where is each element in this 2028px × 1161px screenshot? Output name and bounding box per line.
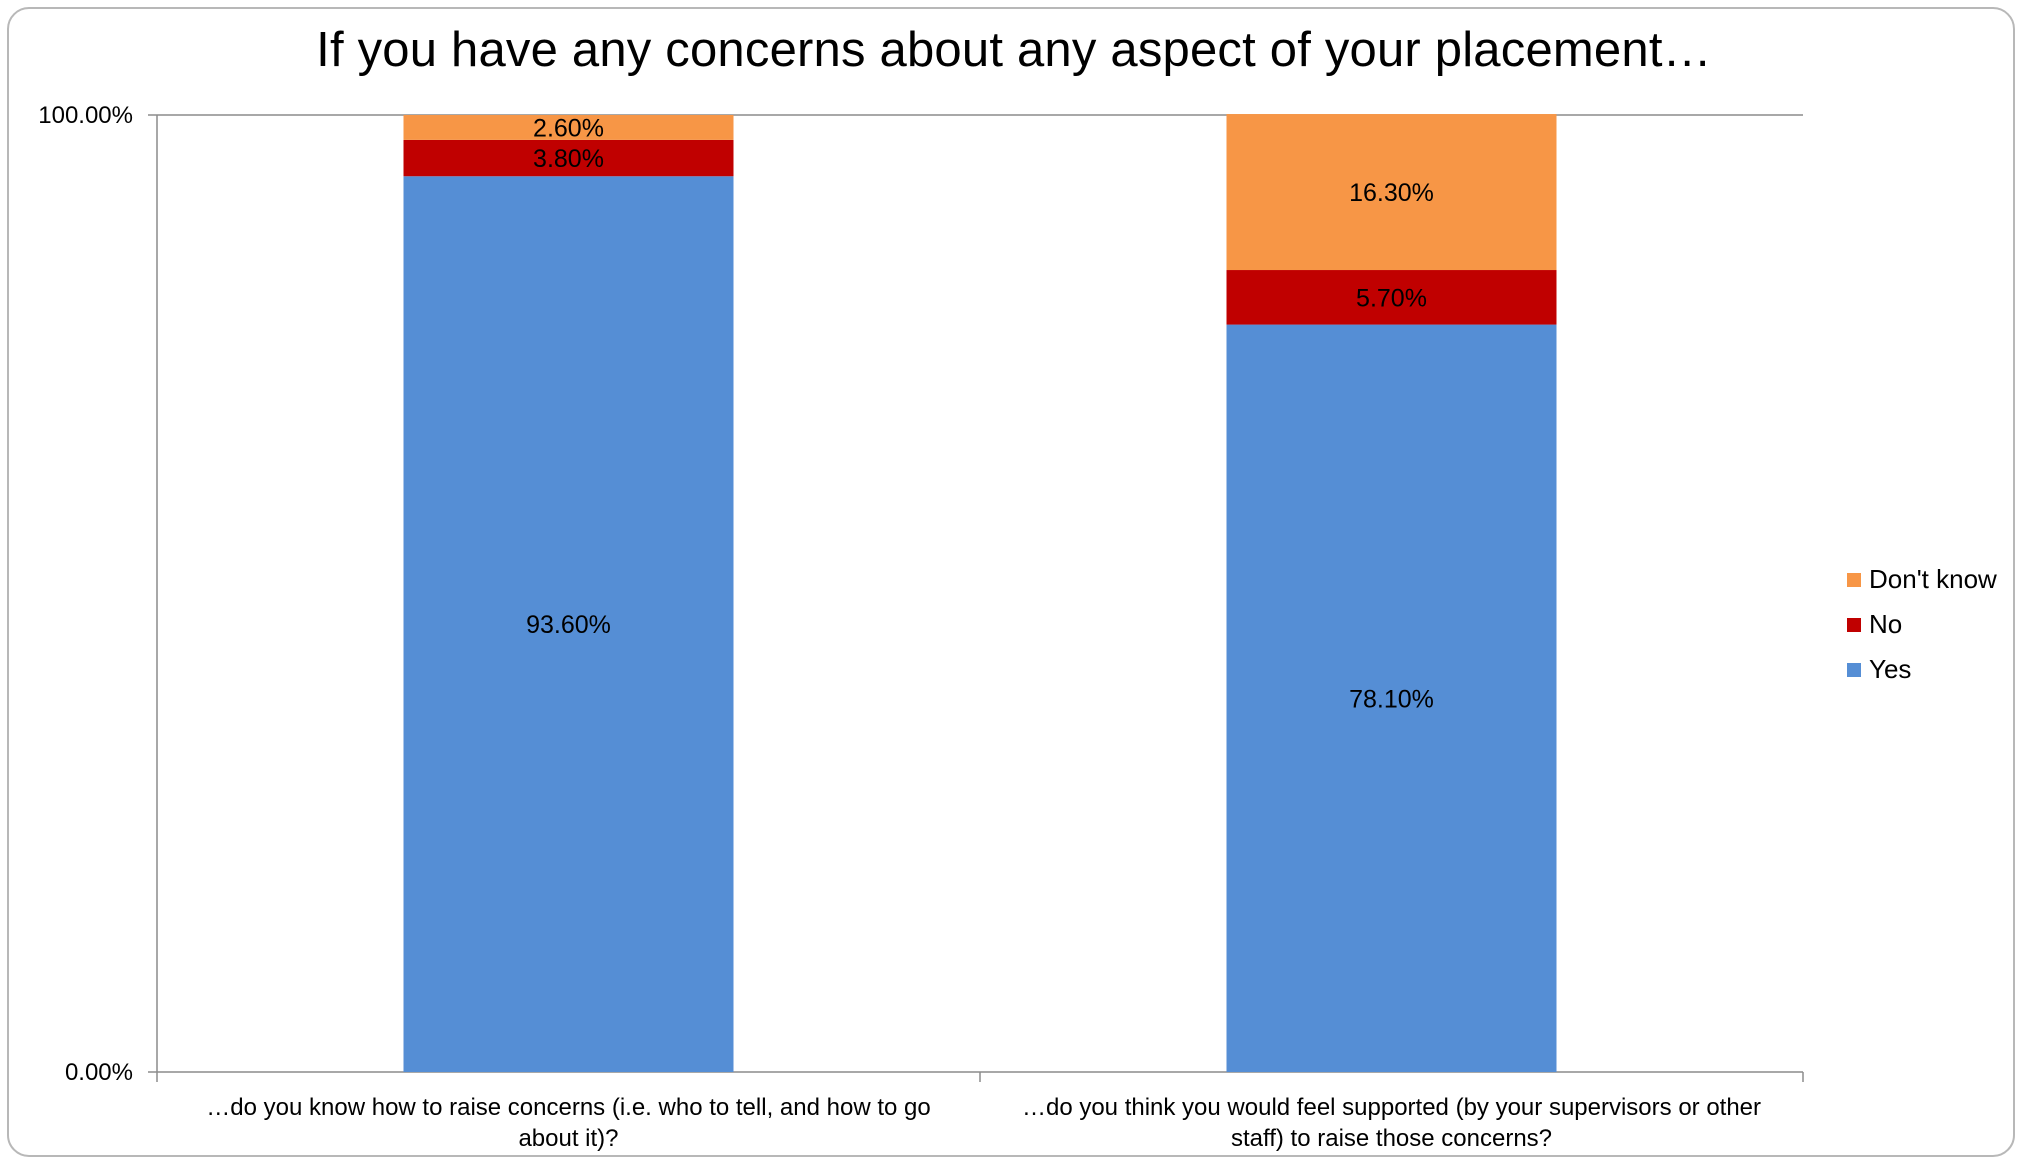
data-label: 93.60%	[526, 611, 611, 639]
data-label: 3.80%	[533, 145, 604, 173]
data-label: 5.70%	[1356, 284, 1427, 312]
data-label: 78.10%	[1349, 685, 1434, 713]
legend-label: Don't know	[1869, 564, 1997, 594]
data-label: 16.30%	[1349, 179, 1434, 207]
bar-segment	[403, 176, 734, 1073]
x-category-label-line: staff) to raise those concerns?	[1231, 1125, 1552, 1152]
y-tick-label: 0.00%	[65, 1059, 133, 1086]
legend-swatch	[1847, 573, 1861, 587]
legend-label: Yes	[1869, 654, 1911, 684]
x-category-label-line: …do you think you would feel supported (…	[1022, 1094, 1761, 1121]
data-labels: 93.60% 3.80% 2.60% 78.10% 5.70% 16.30%	[526, 114, 1434, 713]
x-category-label: …do you think you would feel supported (…	[1022, 1094, 1761, 1152]
bar-segment	[1226, 114, 1557, 271]
x-category-label-line: about it)?	[518, 1125, 618, 1152]
bar-segment	[1226, 324, 1557, 1072]
chart-title: If you have any concerns about any aspec…	[316, 23, 1712, 77]
bars	[403, 114, 1557, 1073]
data-label: 2.60%	[533, 114, 604, 142]
y-tick-label: 100.00%	[38, 102, 133, 129]
legend-label: No	[1869, 609, 1902, 639]
legend-swatch	[1847, 663, 1861, 677]
legend-swatch	[1847, 618, 1861, 632]
bar-segment	[1226, 270, 1557, 325]
x-category-label-line: …do you know how to raise concerns (i.e.…	[206, 1094, 930, 1121]
x-category-label: …do you know how to raise concerns (i.e.…	[206, 1094, 930, 1152]
bar-segment	[403, 115, 734, 140]
chart-frame	[7, 7, 2015, 1157]
bar-segment	[403, 139, 734, 177]
legend: Don't know No Yes	[1847, 564, 1997, 684]
